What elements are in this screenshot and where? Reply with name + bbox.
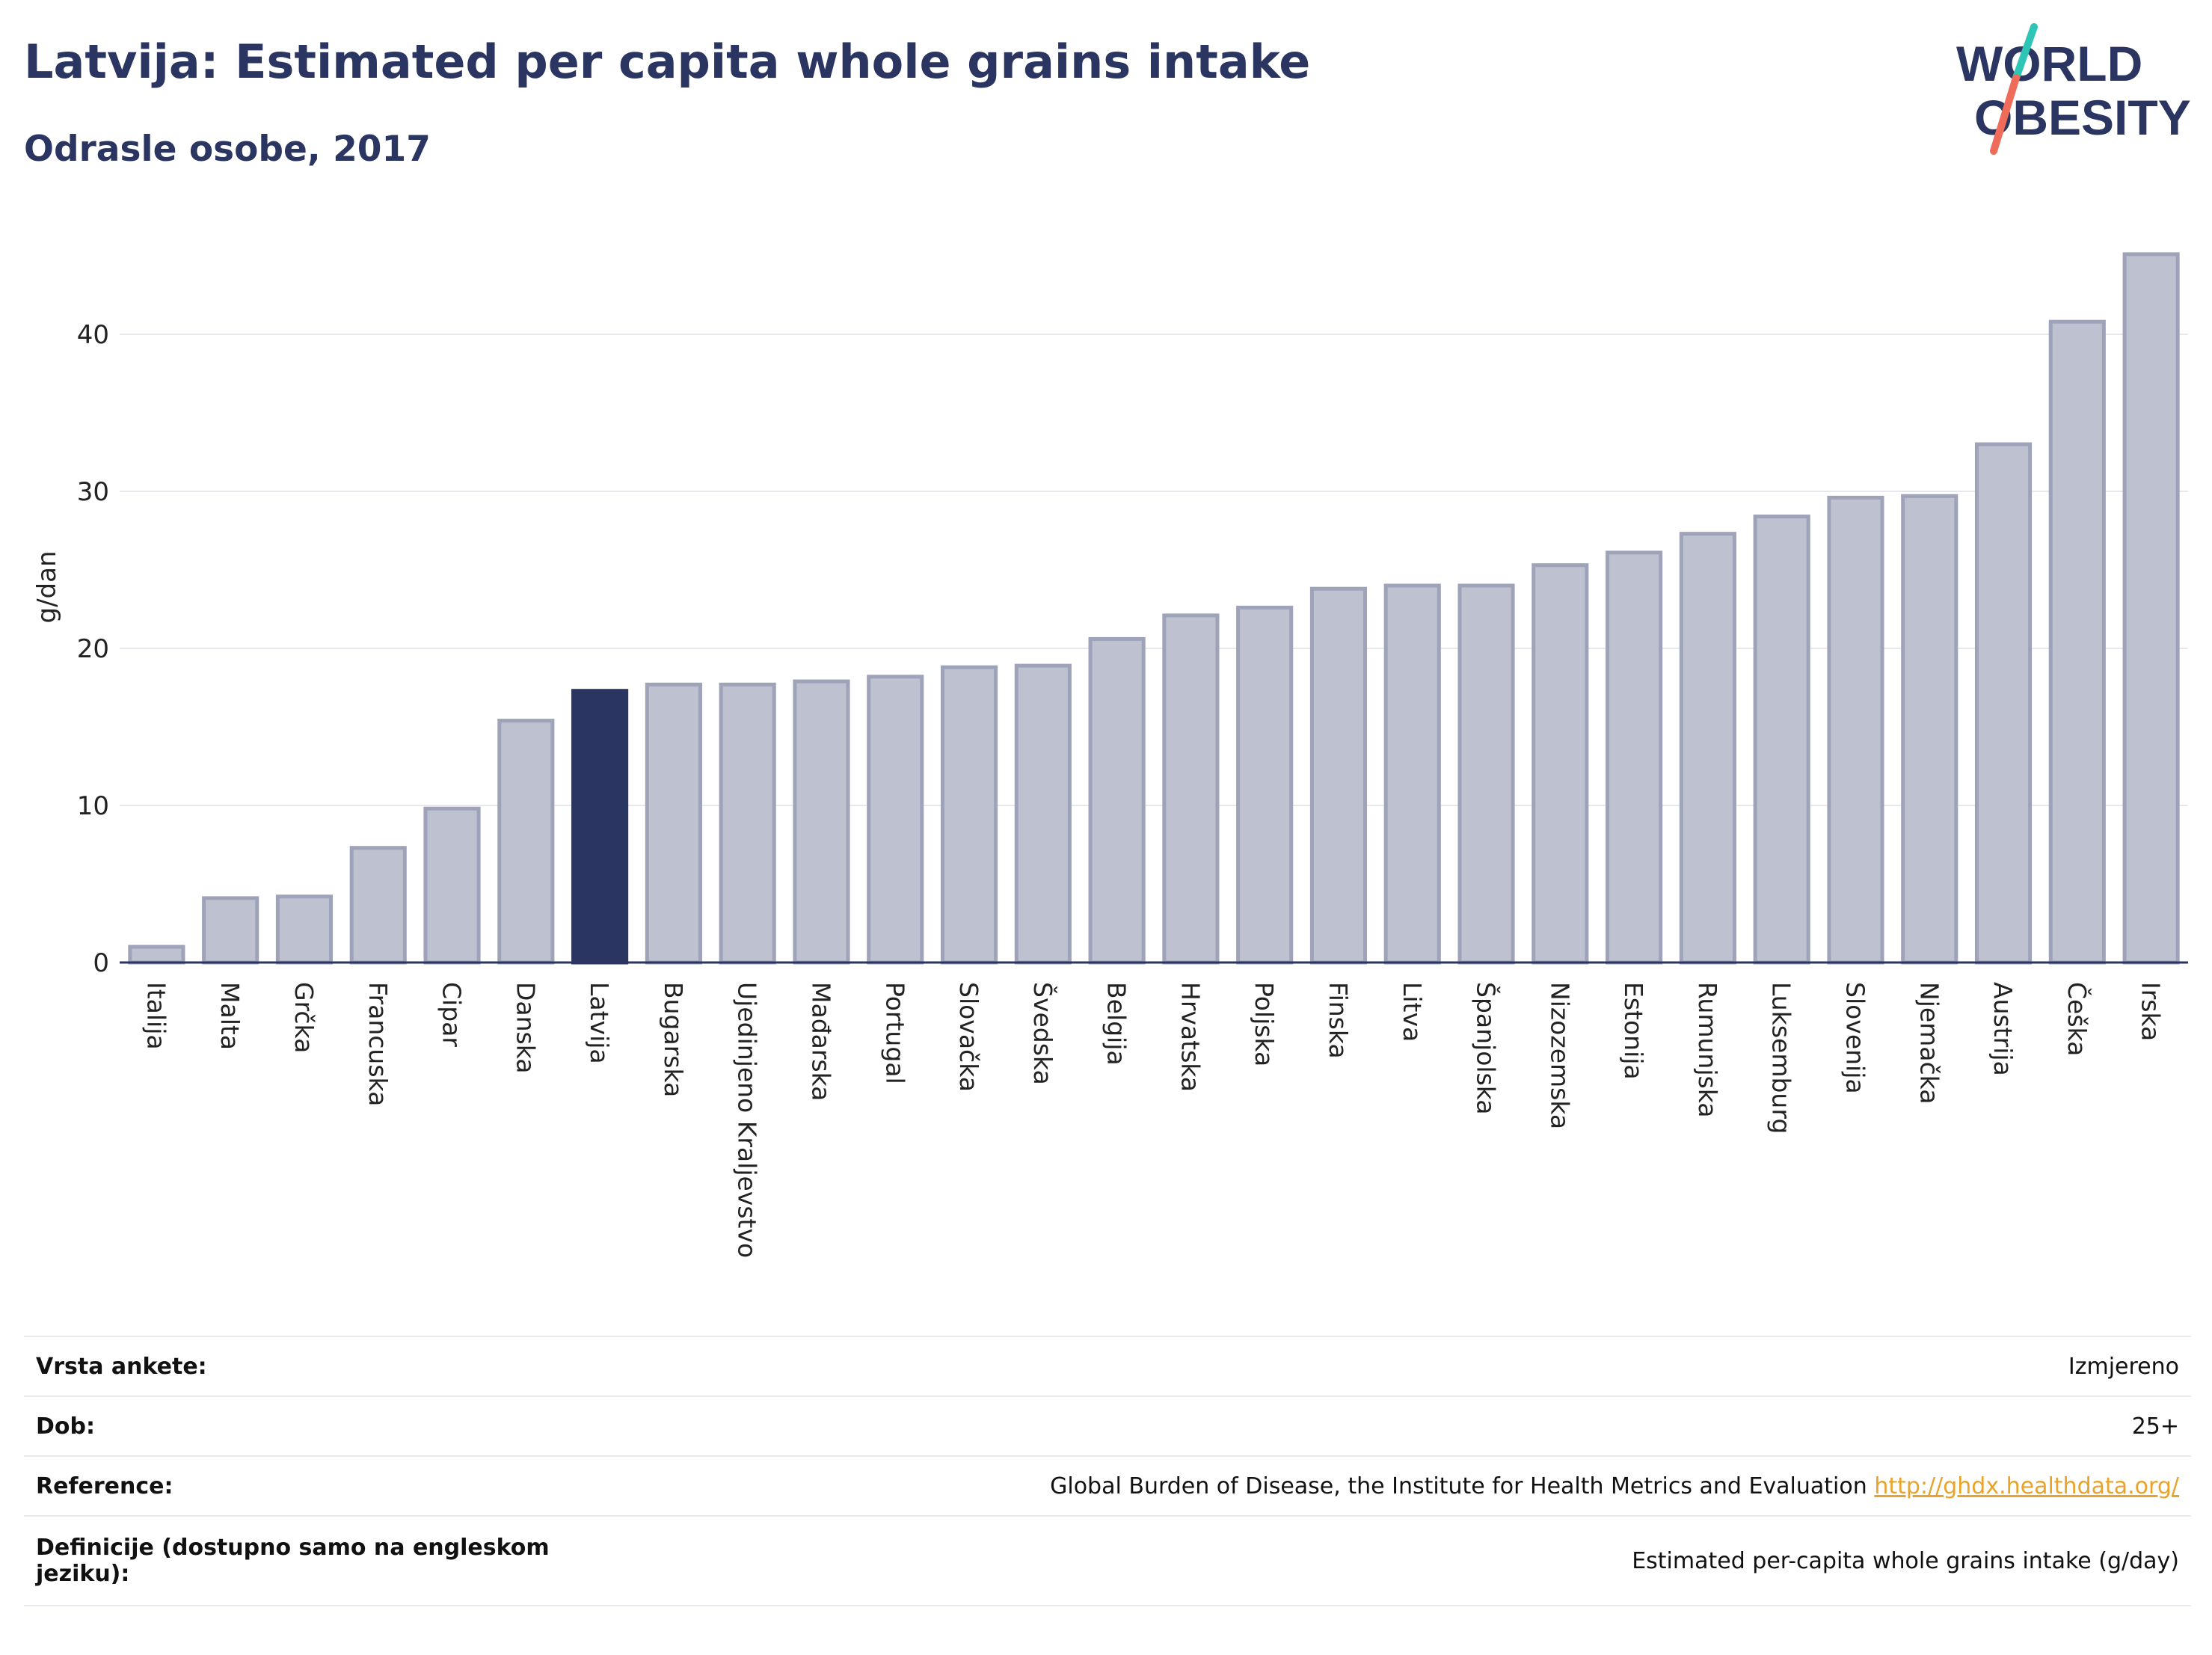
- bar[interactable]: [1383, 583, 1441, 965]
- logo-slash-coral: [1990, 74, 2020, 155]
- bar[interactable]: [1088, 636, 1146, 965]
- info-key: Dob:: [24, 1395, 586, 1457]
- bar[interactable]: [1457, 583, 1515, 965]
- x-tick-label: Cipar: [437, 982, 467, 1047]
- bar[interactable]: [1162, 613, 1220, 965]
- x-tick-label: Grčka: [289, 982, 319, 1053]
- x-tick-label: Slovenija: [1840, 982, 1870, 1094]
- x-tick-label: Bugarska: [659, 982, 688, 1097]
- bar[interactable]: [349, 846, 407, 965]
- x-tick-label: Nizozemska: [1545, 982, 1574, 1129]
- info-row-survey-type: Vrsta ankete: Izmjereno: [24, 1336, 2191, 1397]
- y-tick-label: 40: [77, 320, 109, 350]
- bar[interactable]: [719, 682, 776, 965]
- bar[interactable]: [1014, 663, 1072, 965]
- x-tick-label: Italija: [141, 982, 170, 1050]
- logo-slash-teal: [2012, 23, 2038, 82]
- x-tick-label: Danska: [511, 982, 540, 1074]
- x-tick-label: Austrija: [1988, 982, 2018, 1076]
- info-value: Izmjereno: [586, 1336, 2191, 1397]
- y-tick-label: 0: [93, 948, 109, 978]
- bar-chart: 0 10 20 30 40 Italija Malta Grčka Francuska Cipar…: [32, 252, 2188, 1258]
- bar[interactable]: [867, 675, 924, 965]
- x-tick-label: Portugal: [880, 982, 909, 1084]
- x-tick-label: Češka: [2062, 982, 2092, 1056]
- info-value: Estimated per-capita whole grains intake…: [586, 1515, 2191, 1606]
- bar[interactable]: [793, 679, 850, 965]
- reference-link[interactable]: http://ghdx.healthdata.org/: [1874, 1473, 2179, 1499]
- x-tick-label: Ujedinjeno Kraljevstvo: [733, 982, 762, 1258]
- info-key: Reference:: [24, 1455, 586, 1517]
- bar[interactable]: [1753, 515, 1810, 965]
- y-axis-title: g/dan: [32, 550, 62, 623]
- x-tick-label: Švedska: [1028, 982, 1058, 1085]
- x-tick-label: Rumunjska: [1693, 982, 1722, 1117]
- x-tick-label: Njemačka: [1914, 982, 1944, 1104]
- bar[interactable]: [940, 665, 998, 965]
- x-tick-label: Litva: [1398, 982, 1427, 1042]
- x-tick-label: Malta: [215, 982, 245, 1050]
- x-tick-label: Poljska: [1250, 982, 1279, 1066]
- logo-text-world: WORLD: [1956, 36, 2142, 91]
- bar[interactable]: [1531, 563, 1589, 965]
- bar[interactable]: [202, 896, 259, 965]
- bar-highlighted[interactable]: [571, 689, 629, 965]
- y-tick-label: 30: [77, 477, 109, 507]
- info-key: Definicije (dostupno samo na engleskom j…: [24, 1515, 586, 1606]
- info-key: Vrsta ankete:: [24, 1336, 586, 1397]
- bar[interactable]: [2122, 252, 2180, 965]
- info-table: Vrsta ankete: Izmjereno Dob: 25+ Referen…: [24, 1336, 2191, 1606]
- chart-subtitle: Odrasle osobe, 2017: [24, 129, 431, 170]
- bar[interactable]: [1309, 586, 1368, 965]
- x-tick-label: Hrvatska: [1176, 982, 1205, 1092]
- y-tick-label: 10: [77, 791, 109, 821]
- bar[interactable]: [645, 682, 702, 965]
- reference-text: Global Burden of Disease, the Institute …: [1050, 1473, 1867, 1499]
- x-tick-label: Luksemburg: [1767, 982, 1796, 1134]
- bar[interactable]: [1236, 605, 1294, 965]
- y-tick-label: 20: [77, 634, 109, 664]
- x-tick-label: Irska: [2136, 982, 2166, 1041]
- x-tick-label: Finska: [1324, 982, 1353, 1059]
- bar[interactable]: [423, 806, 481, 965]
- x-tick-label: Estonija: [1619, 982, 1648, 1080]
- bar[interactable]: [497, 719, 555, 965]
- info-value: Global Burden of Disease, the Institute …: [586, 1455, 2191, 1517]
- info-row-reference: Reference: Global Burden of Disease, the…: [24, 1455, 2191, 1517]
- x-tick-label: Slovačka: [954, 982, 983, 1092]
- chart-title: Latvija: Estimated per capita whole grai…: [24, 34, 1311, 89]
- bar[interactable]: [128, 945, 185, 965]
- info-row-definition: Definicije (dostupno samo na engleskom j…: [24, 1515, 2191, 1606]
- x-tick-label: Latvija: [585, 982, 614, 1064]
- bar[interactable]: [2048, 319, 2106, 965]
- bar[interactable]: [275, 894, 334, 965]
- info-row-age: Dob: 25+: [24, 1395, 2191, 1457]
- bar[interactable]: [1901, 494, 1958, 965]
- info-value: 25+: [586, 1395, 2191, 1457]
- bar[interactable]: [1679, 532, 1736, 965]
- world-obesity-logo: WORLD OBESITY: [1956, 23, 2191, 155]
- x-tick-label: Španjolska: [1472, 982, 1502, 1115]
- x-tick-label: Francuska: [363, 982, 393, 1106]
- x-tick-label: Belgija: [1102, 982, 1131, 1066]
- bar[interactable]: [1606, 550, 1663, 965]
- x-tick-label: Mađarska: [806, 982, 835, 1101]
- bar[interactable]: [1827, 495, 1884, 965]
- bar[interactable]: [1974, 442, 2033, 965]
